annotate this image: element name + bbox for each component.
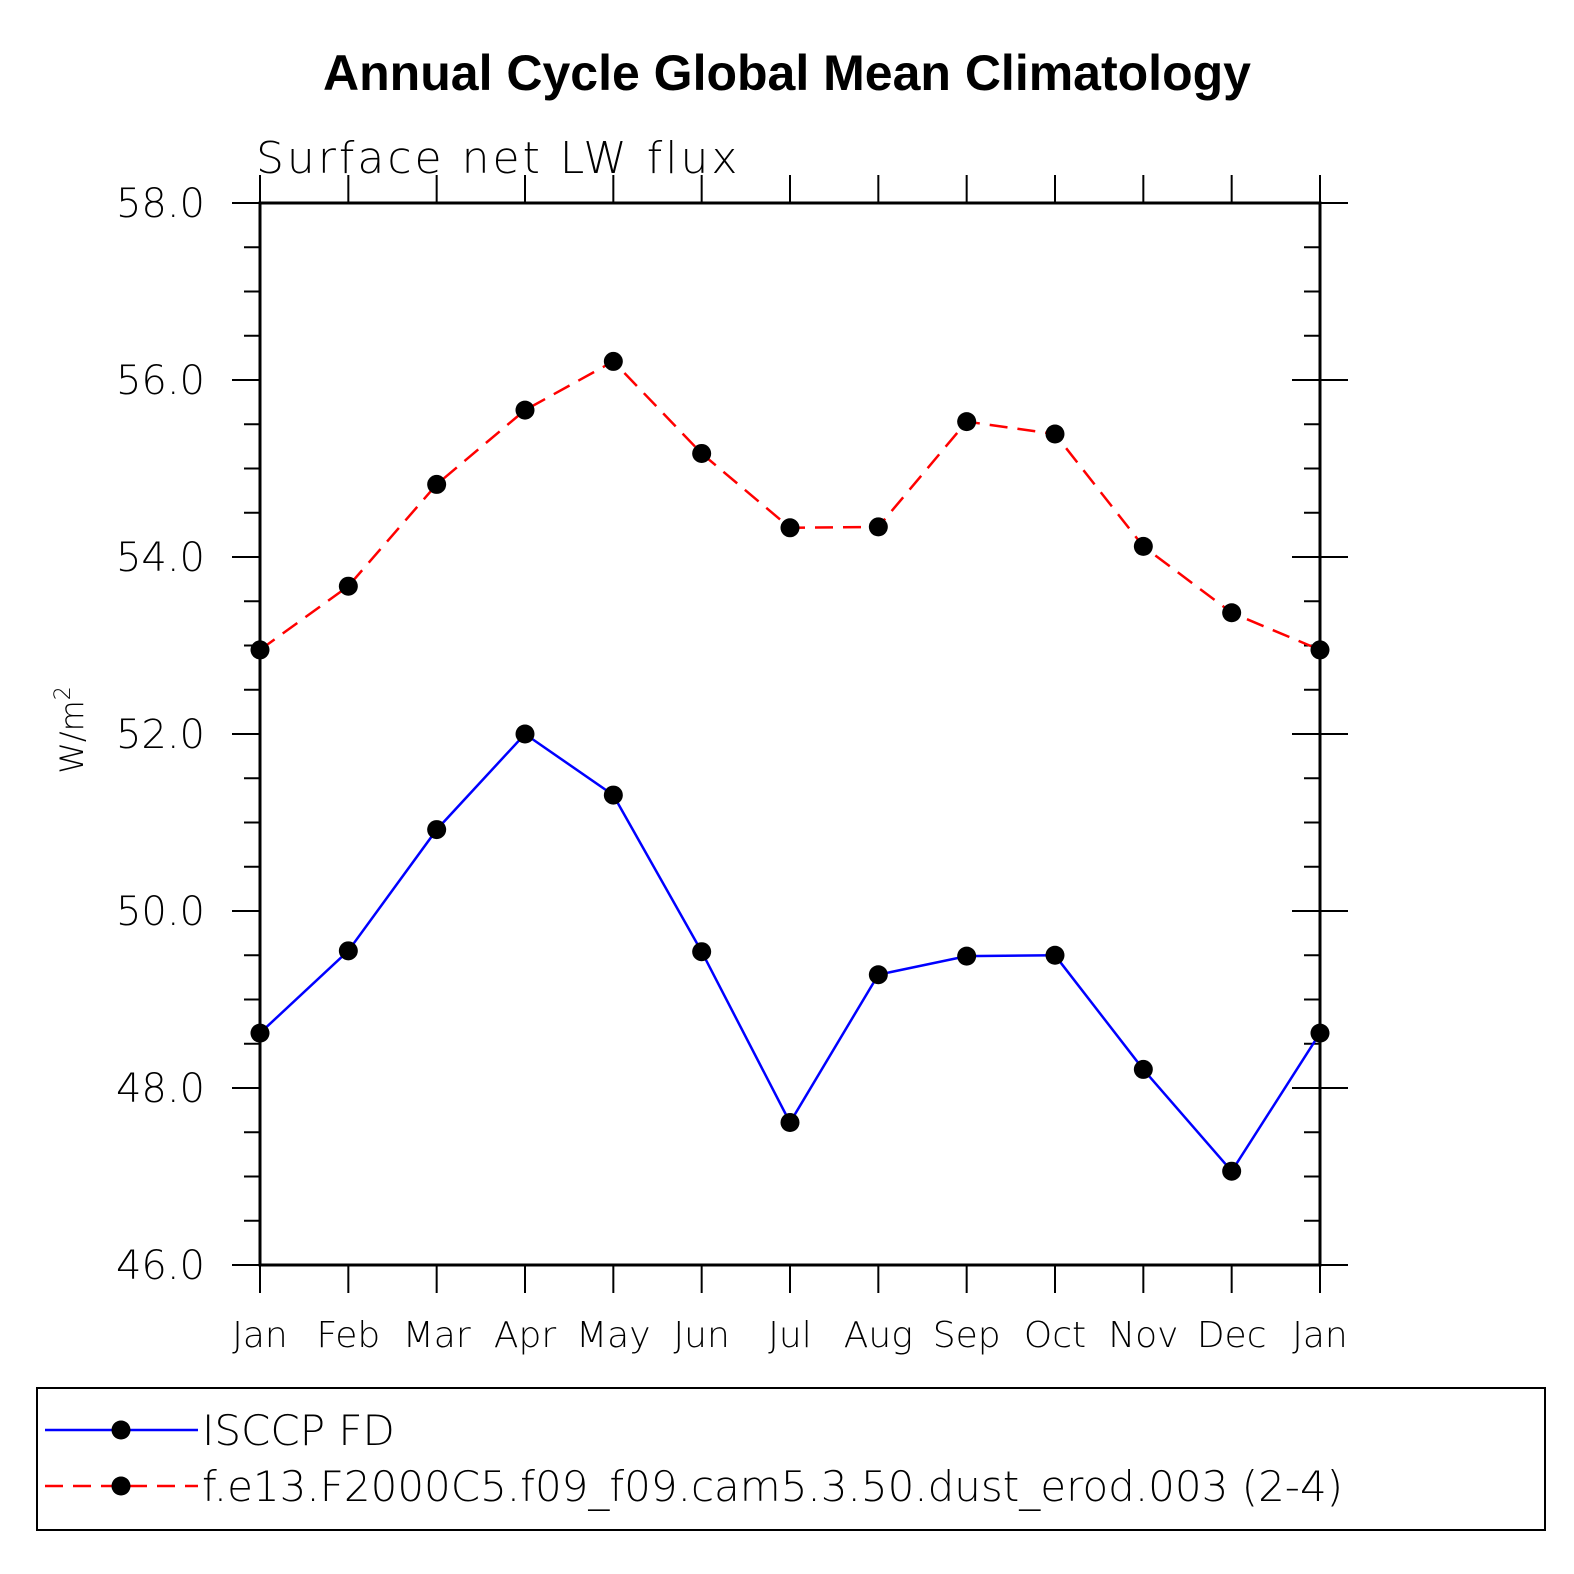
series-2-point — [603, 351, 623, 371]
series-2-point — [1045, 424, 1065, 444]
y-tick-label: 46.0 — [116, 1243, 205, 1289]
series-2-point — [250, 640, 270, 660]
x-tick-label: Oct — [1024, 1315, 1086, 1356]
series-2-point — [1133, 536, 1153, 556]
x-tick-label: May — [576, 1315, 650, 1356]
legend-label-1: ISCCP FD — [202, 1406, 395, 1455]
x-tick-label: Dec — [1197, 1315, 1267, 1356]
series-1-point — [1222, 1161, 1242, 1181]
y-tick-label: 54.0 — [116, 535, 205, 581]
y-tick-label: 56.0 — [116, 358, 205, 404]
x-axis: Jan Feb Mar Apr May Jun Jul Aug Sep Oct Nov Dec Jan — [232, 175, 1348, 1356]
x-tick-label: Jun — [674, 1315, 730, 1356]
series-1-point — [868, 965, 888, 985]
series-layer — [250, 351, 1330, 1181]
series-line-2 — [259, 359, 1321, 652]
series-2-point — [1310, 640, 1330, 660]
y-tick-label: 58.0 — [116, 181, 205, 227]
x-tick-label: Jan — [1292, 1315, 1348, 1356]
legend-label-2: f.e13.F2000C5.f09_f09.cam5.3.50.dust_ero… — [202, 1462, 1343, 1511]
series-1-point — [692, 942, 712, 962]
x-tick-label: Sep — [933, 1315, 1001, 1356]
legend-marker-1 — [111, 1420, 131, 1440]
x-tick-label: Feb — [316, 1315, 380, 1356]
legend: ISCCP FD f.e13.F2000C5.f09_f09.cam5.3.50.… — [45, 1406, 1343, 1511]
series-1-point — [250, 1023, 270, 1043]
x-tick-label: Mar — [403, 1315, 471, 1356]
y-tick-label: 48.0 — [116, 1066, 205, 1112]
series-2-point — [338, 576, 358, 596]
x-tick-label: Apr — [494, 1315, 556, 1356]
series-2-point — [868, 517, 888, 537]
y-axis-label-superscript: 2 — [51, 686, 76, 700]
series-1-point — [338, 941, 358, 961]
series-1-point — [957, 946, 977, 966]
series-1-point — [1045, 945, 1065, 965]
series-2-point — [1222, 603, 1242, 623]
series-1-point — [427, 820, 447, 840]
plot-frame — [258, 201, 1322, 1267]
x-tick-label: Jul — [768, 1315, 811, 1356]
legend-box — [36, 1387, 1546, 1531]
series-2-point — [692, 443, 712, 463]
chart-title: Annual Cycle Global Mean Climatology — [323, 45, 1251, 101]
y-axis-label-text: W/m — [53, 700, 91, 774]
series-2-point — [957, 412, 977, 432]
y-axis: 46.0 48.0 50.0 52.0 54.0 56.0 58.0 — [116, 181, 1348, 1289]
series-2-point — [427, 474, 447, 494]
series-line-1 — [259, 732, 1322, 1174]
y-tick-label: 52.0 — [116, 712, 205, 758]
y-tick-label: 50.0 — [116, 889, 205, 935]
series-1-point — [1133, 1059, 1153, 1079]
series-2-point — [780, 518, 800, 538]
x-tick-label: Nov — [1108, 1315, 1178, 1356]
x-tick-label: Aug — [844, 1315, 913, 1356]
x-tick-label: Jan — [232, 1315, 288, 1356]
series-1-point — [780, 1113, 800, 1133]
series-1-point — [1310, 1023, 1330, 1043]
series-1-point — [515, 724, 535, 744]
chart-subtitle: Surface net LW flux — [256, 133, 740, 184]
series-2-point — [515, 400, 535, 420]
series-1-point — [603, 785, 623, 805]
legend-marker-2 — [111, 1476, 131, 1496]
y-axis-label: W/m2 — [51, 686, 91, 774]
